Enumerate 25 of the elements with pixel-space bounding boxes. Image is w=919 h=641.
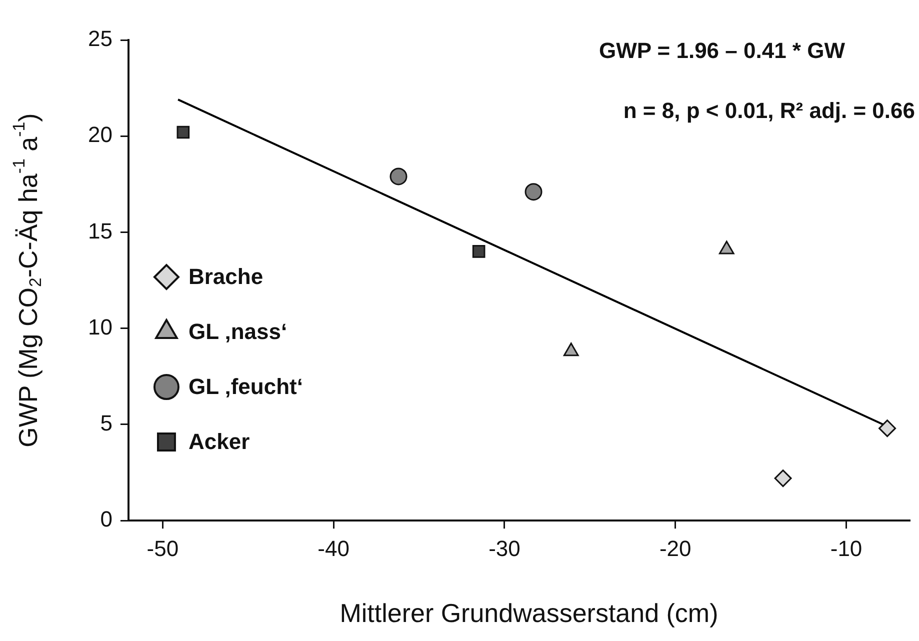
legend-label: GL ‚feucht‘ (188, 374, 303, 400)
legend-label: Brache (188, 264, 264, 290)
x-tick-label: -10 (830, 536, 862, 561)
point (472, 245, 486, 258)
x-axis-title: Mittlerer Grundwasserstand (cm) (340, 598, 718, 628)
y-axis-title: GWP (Mg CO2-C-Äq ha-1 a-1) (9, 113, 46, 448)
legend-label: GL ‚nass‘ (188, 319, 288, 344)
point (878, 420, 896, 438)
legend-label: Acker (188, 429, 250, 454)
point (390, 168, 408, 186)
x-tick-label: -50 (146, 536, 179, 561)
y-tick-label: 15 (88, 218, 112, 244)
x-tick-label: -40 (318, 536, 350, 561)
point (176, 126, 190, 139)
y-tick-label: 25 (88, 26, 112, 52)
point (774, 470, 792, 488)
y-tick-label: 20 (88, 122, 112, 148)
x-tick-label: -20 (659, 536, 692, 561)
annotation: n = 8, p < 0.01, R² adj. = 0.66 (623, 98, 915, 124)
point (524, 183, 542, 201)
y-tick-label: 0 (100, 506, 112, 532)
annotation: GWP = 1.96 – 0.41 * GW (599, 38, 846, 64)
y-tick-label: 5 (100, 410, 112, 436)
x-tick-label: -30 (488, 536, 520, 561)
y-tick-label: 10 (88, 314, 112, 340)
